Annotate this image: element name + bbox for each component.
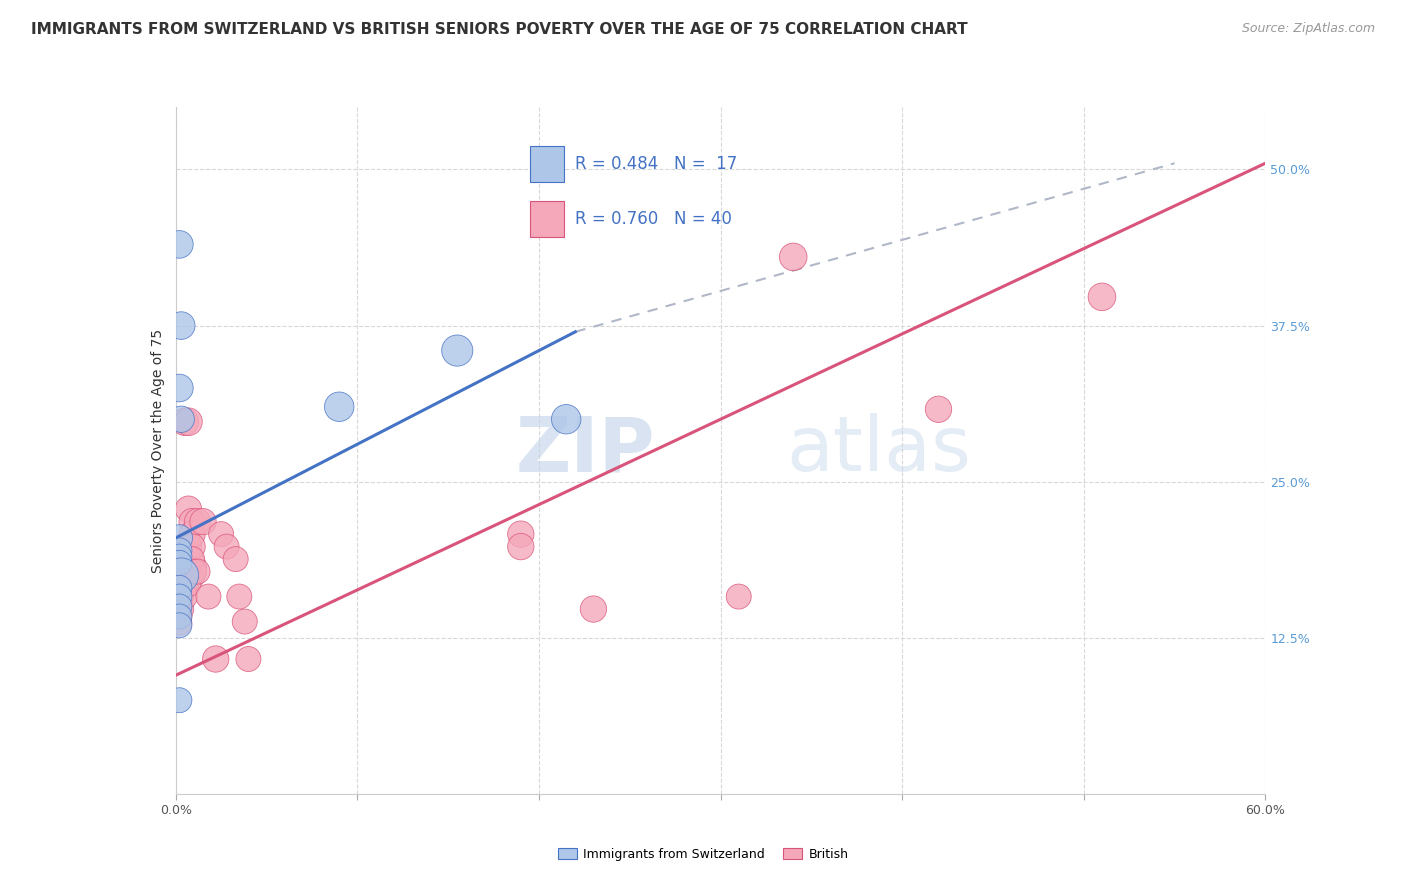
Text: atlas: atlas bbox=[786, 414, 970, 487]
Point bbox=[173, 565, 195, 579]
Point bbox=[169, 597, 191, 611]
Text: Source: ZipAtlas.com: Source: ZipAtlas.com bbox=[1241, 22, 1375, 36]
Point bbox=[183, 565, 205, 579]
Point bbox=[170, 602, 193, 616]
Point bbox=[169, 693, 191, 707]
Point bbox=[328, 400, 350, 414]
Point bbox=[169, 549, 191, 564]
Point bbox=[582, 602, 605, 616]
Point bbox=[197, 590, 219, 604]
Point bbox=[170, 318, 193, 333]
Point bbox=[215, 540, 238, 554]
Point bbox=[186, 515, 209, 529]
Point bbox=[173, 590, 195, 604]
Point bbox=[173, 577, 195, 591]
Point bbox=[209, 527, 232, 541]
Point bbox=[169, 603, 191, 617]
Point bbox=[169, 599, 191, 614]
Point bbox=[782, 250, 804, 264]
Point bbox=[177, 577, 200, 591]
Point bbox=[233, 615, 256, 629]
Y-axis label: Seniors Poverty Over the Age of 75: Seniors Poverty Over the Age of 75 bbox=[152, 328, 166, 573]
Point bbox=[169, 556, 191, 570]
Point bbox=[238, 652, 260, 666]
Point bbox=[1091, 290, 1114, 304]
Point bbox=[446, 343, 468, 358]
Point bbox=[169, 531, 191, 545]
Point bbox=[169, 381, 191, 395]
Point bbox=[555, 412, 578, 426]
Point bbox=[181, 527, 204, 541]
Point bbox=[169, 615, 191, 630]
Point bbox=[177, 540, 200, 554]
Point bbox=[170, 568, 193, 582]
Point bbox=[170, 590, 193, 604]
Point bbox=[727, 590, 749, 604]
Point bbox=[169, 609, 191, 624]
Point bbox=[928, 402, 950, 417]
Point bbox=[186, 565, 209, 579]
Text: ZIP: ZIP bbox=[516, 414, 655, 487]
Point bbox=[204, 652, 226, 666]
Point bbox=[509, 527, 531, 541]
Legend: Immigrants from Switzerland, British: Immigrants from Switzerland, British bbox=[553, 843, 853, 866]
Point bbox=[181, 552, 204, 566]
Point bbox=[169, 618, 191, 632]
Point bbox=[228, 590, 250, 604]
Point bbox=[170, 577, 193, 591]
Point bbox=[169, 590, 191, 604]
Point bbox=[509, 540, 531, 554]
Point bbox=[169, 562, 191, 576]
Point bbox=[173, 415, 195, 429]
Point bbox=[169, 587, 191, 601]
Point bbox=[170, 412, 193, 426]
Text: IMMIGRANTS FROM SWITZERLAND VS BRITISH SENIORS POVERTY OVER THE AGE OF 75 CORREL: IMMIGRANTS FROM SWITZERLAND VS BRITISH S… bbox=[31, 22, 967, 37]
Point bbox=[181, 540, 204, 554]
Point bbox=[181, 515, 204, 529]
Point bbox=[177, 565, 200, 579]
Point bbox=[177, 415, 200, 429]
Point bbox=[169, 237, 191, 252]
Point bbox=[191, 515, 214, 529]
Point bbox=[177, 502, 200, 516]
Point bbox=[169, 609, 191, 624]
Point bbox=[225, 552, 247, 566]
Point bbox=[170, 565, 193, 579]
Point bbox=[169, 574, 191, 589]
Point bbox=[169, 543, 191, 558]
Point bbox=[169, 581, 191, 595]
